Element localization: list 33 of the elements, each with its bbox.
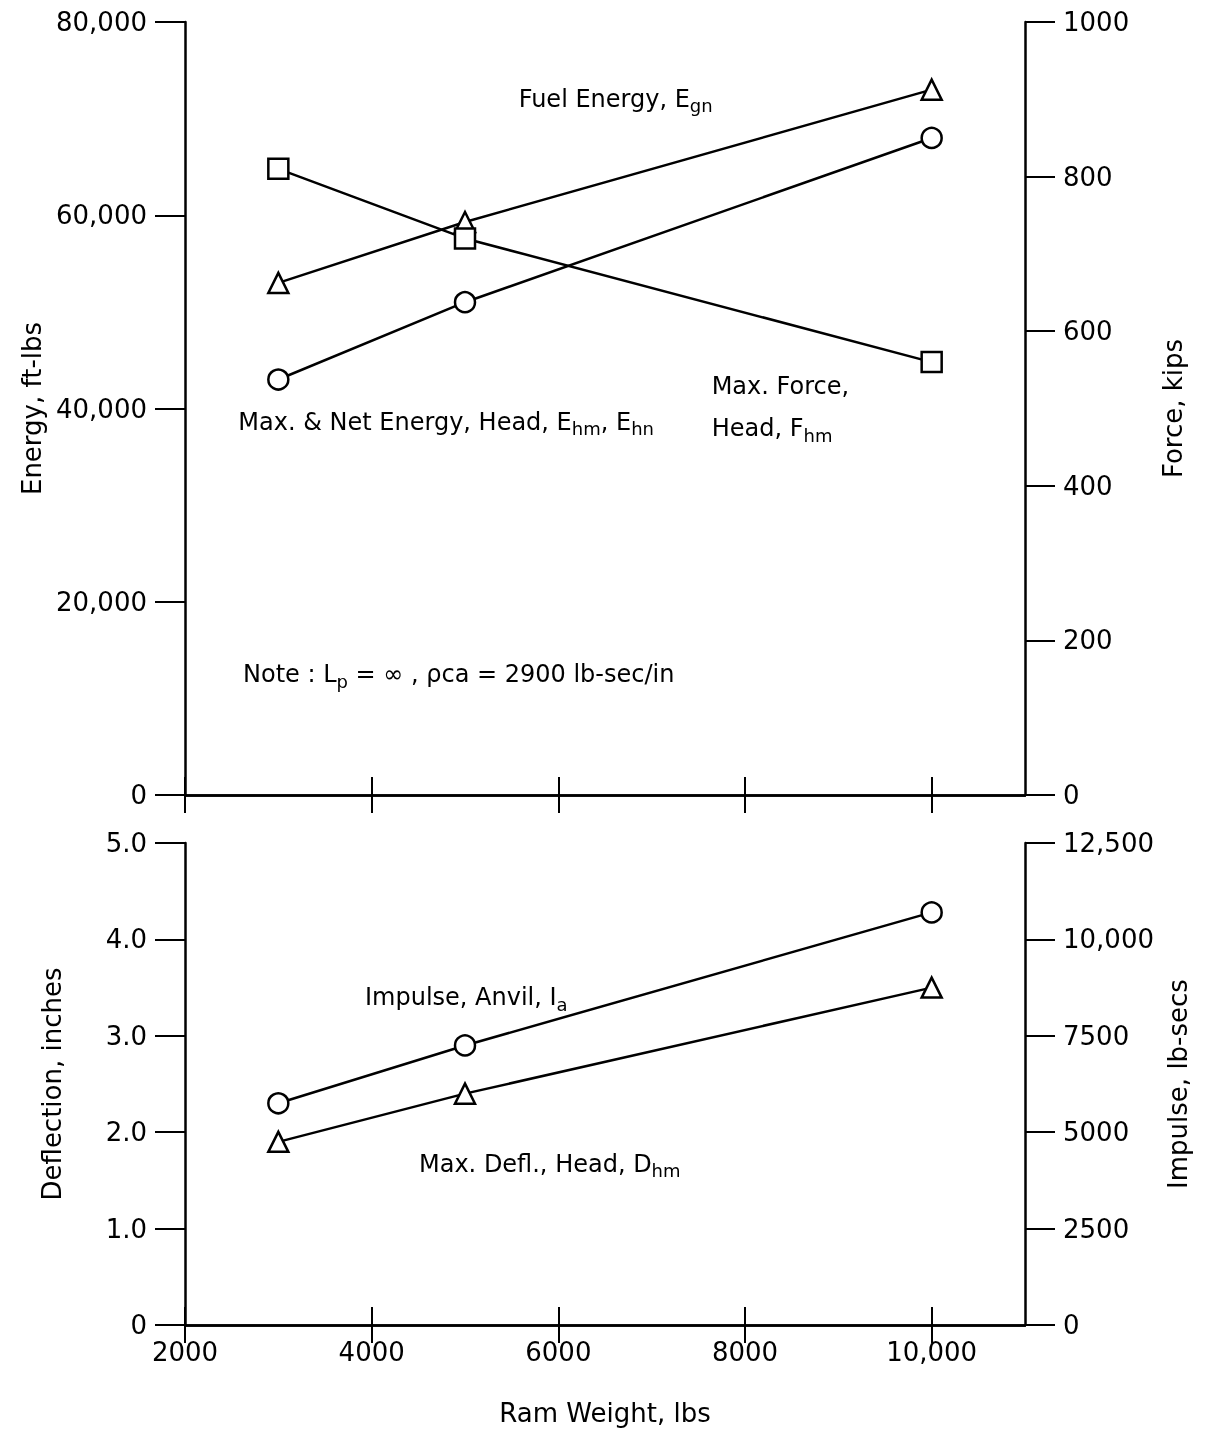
y2-tick-label: 7500: [1063, 1020, 1130, 1051]
y2-tick-label: 800: [1063, 161, 1113, 192]
y-tick-label: 80,000: [56, 7, 147, 37]
y-tick-label: 2.0: [105, 1117, 147, 1148]
y2-axis-title: Force, kips: [1158, 338, 1188, 479]
y2-tick-label: 2500: [1063, 1213, 1130, 1244]
x-tick-label: 6000: [525, 1337, 592, 1367]
y2-tick-label: 10,000: [1063, 924, 1154, 955]
y2-tick-label: 5000: [1063, 1117, 1130, 1148]
y2-tick-label: 1000: [1063, 7, 1130, 37]
y2-axis-title: Impulse, lb-secs: [1162, 979, 1193, 1189]
y2-tick-label: 12,500: [1063, 828, 1154, 858]
y-tick-label: 4.0: [105, 924, 147, 955]
y2-tick-label: 0: [1063, 780, 1080, 810]
y-tick-label: 3.0: [105, 1020, 147, 1051]
y-axis-title: Deflection, inches: [37, 967, 67, 1201]
y-axis-title: Energy, ft-lbs: [17, 321, 48, 496]
y2-tick-label: 200: [1063, 625, 1113, 656]
y-tick-label: 40,000: [56, 393, 147, 424]
y-tick-label: 60,000: [56, 200, 147, 231]
y-tick-label: 0: [130, 780, 147, 810]
x-tick-label: 8000: [711, 1337, 779, 1367]
y2-tick-label: 400: [1063, 470, 1113, 501]
x-tick-label: 2000: [151, 1337, 219, 1367]
y2-tick-label: 0: [1063, 1310, 1080, 1340]
y-tick-label: 0: [130, 1310, 147, 1340]
y-tick-label: 1.0: [105, 1213, 147, 1244]
y-tick-label: 20,000: [56, 586, 147, 617]
y-tick-label: 5.0: [105, 828, 147, 858]
y2-tick-label: 600: [1063, 316, 1113, 347]
x-axis-title: Ram Weight, lbs: [499, 1398, 711, 1428]
x-tick-label: 10,000: [886, 1337, 978, 1367]
x-tick-label: 4000: [338, 1337, 405, 1367]
